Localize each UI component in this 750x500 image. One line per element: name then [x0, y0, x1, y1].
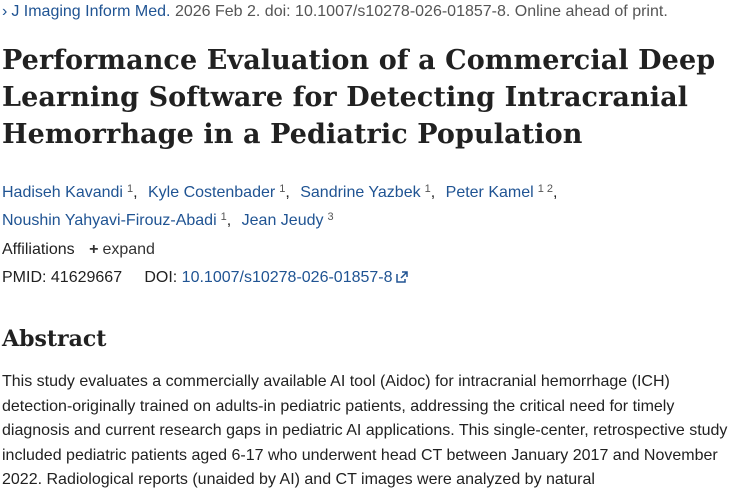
chevron-right-icon[interactable]: ›: [2, 3, 8, 20]
affiliation-ref[interactable]: 3: [327, 211, 334, 223]
affiliations-row: Affiliations + expand: [2, 241, 155, 259]
affiliation-ref[interactable]: 1: [220, 211, 227, 223]
external-link-icon: [395, 271, 408, 283]
affiliation-ref[interactable]: 1 2: [537, 183, 553, 195]
doi-value: 10.1007/s10278-026-01857-8: [181, 269, 393, 286]
author-item: Sandrine Yazbek 1: [300, 183, 431, 201]
citation-details: 2026 Feb 2. doi: 10.1007/s10278-026-0185…: [174, 3, 668, 20]
author-link[interactable]: Noushin Yahyavi-Firouz-Abadi: [2, 212, 217, 229]
article-title: Performance Evaluation of a Commercial D…: [2, 45, 716, 150]
author-item: Jean Jeudy 3: [241, 211, 334, 229]
affiliations-label: Affiliations: [2, 241, 75, 258]
affiliation-ref[interactable]: 1: [424, 183, 431, 195]
pmid-label: PMID:: [2, 269, 47, 286]
journal-link[interactable]: J Imaging Inform Med.: [11, 3, 171, 20]
author-link[interactable]: Hadiseh Kavandi: [2, 184, 123, 201]
doi-label: DOI:: [144, 269, 178, 286]
doi-link[interactable]: 10.1007/s10278-026-01857-8: [182, 269, 408, 286]
plus-icon: +: [89, 241, 99, 258]
expand-affiliations-button[interactable]: + expand: [89, 241, 155, 258]
affiliation-ref[interactable]: 1: [126, 183, 134, 195]
author-item: Peter Kamel 1 2: [445, 183, 553, 201]
author-item: Hadiseh Kavandi 1: [2, 183, 134, 201]
author-list: Hadiseh Kavandi 1, Kyle Costenbader 1, San…: [2, 183, 558, 229]
pmid-value: 41629667: [50, 269, 123, 286]
citation-line: › J Imaging Inform Med. 2026 Feb 2. doi: …: [2, 3, 668, 21]
abstract-text: This study evaluates a commercially avai…: [2, 373, 728, 489]
author-link[interactable]: Sandrine Yazbek: [300, 184, 421, 201]
author-link[interactable]: Peter Kamel: [445, 184, 534, 201]
abstract-heading: Abstract: [2, 326, 107, 352]
author-link[interactable]: Kyle Costenbader: [148, 184, 276, 201]
author-link[interactable]: Jean Jeudy: [241, 212, 324, 229]
author-item: Kyle Costenbader 1: [148, 183, 286, 201]
affiliation-ref[interactable]: 1: [279, 183, 286, 195]
identifiers-row: PMID: 41629667 DOI: 10.1007/s10278-026-0…: [2, 269, 408, 287]
author-item: Noushin Yahyavi-Firouz-Abadi 1: [2, 211, 227, 229]
expand-label: expand: [102, 241, 155, 258]
